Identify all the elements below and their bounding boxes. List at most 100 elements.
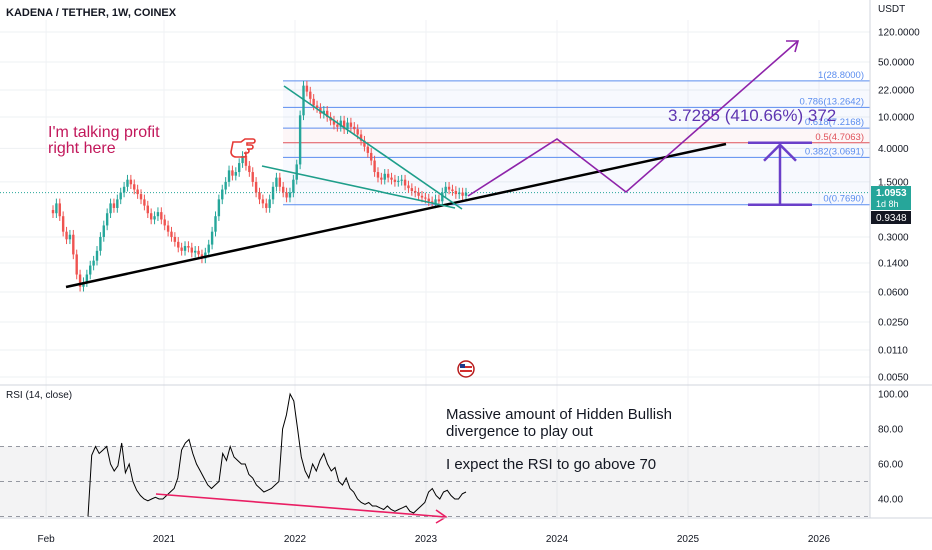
candle-body	[177, 241, 180, 248]
candle-body	[75, 254, 78, 275]
candle-body	[332, 120, 336, 125]
fib-zone	[283, 128, 870, 143]
rsi-tick-label: 40.00	[878, 495, 903, 506]
candle-body	[373, 160, 376, 173]
candle-body	[400, 179, 403, 181]
candle-body	[309, 91, 312, 99]
wedge-upper-line	[283, 85, 463, 210]
candle-body	[339, 120, 342, 127]
price-tick-label: 0.3000	[878, 232, 909, 243]
divergence-arrowhead	[435, 509, 448, 524]
drawings	[65, 40, 812, 289]
time-tick-label: 2025	[677, 534, 700, 545]
candle-body	[58, 203, 61, 217]
candle-body	[383, 173, 386, 180]
candle-body	[414, 190, 417, 193]
candle-body	[451, 189, 454, 191]
candle-body	[126, 179, 129, 187]
candle-body	[258, 192, 261, 200]
candle-body	[133, 184, 136, 190]
candle-body	[441, 192, 444, 202]
rsi-note-line3: I expect the RSI to go above 70	[446, 456, 656, 473]
candle-body	[207, 244, 210, 253]
candle-body	[390, 177, 393, 180]
candle-body	[346, 122, 349, 130]
candle-body	[376, 172, 380, 178]
time-tick-label: 2023	[415, 534, 438, 545]
rsi-note-line2: divergence to play out	[446, 423, 594, 440]
last-price-tag	[871, 186, 911, 210]
candle-body	[454, 190, 458, 195]
low-price-tag	[871, 211, 911, 224]
candle-body	[359, 134, 363, 141]
grid	[0, 20, 870, 518]
candle-body	[105, 213, 109, 226]
candle-body	[116, 199, 119, 208]
low-price: 0.9348	[876, 213, 907, 224]
candle-body	[231, 170, 234, 176]
candle-body	[237, 163, 241, 173]
candle-body	[278, 177, 282, 187]
candle-body	[427, 198, 430, 202]
candle-body	[210, 231, 214, 245]
candle-body	[187, 246, 190, 248]
candle-body	[370, 152, 373, 161]
wedge-lower-line	[261, 165, 456, 209]
time-tick-label: 2022	[284, 534, 307, 545]
candle-body	[102, 225, 105, 237]
price-tick-label: 0.0600	[878, 288, 909, 299]
price-tick-label: 0.1400	[878, 259, 909, 270]
fib-zone	[283, 80, 870, 108]
candle-body	[217, 199, 221, 217]
candle-body	[129, 179, 133, 185]
fib-level-label: 0.618(7.2168)	[805, 117, 864, 128]
candle-body	[109, 203, 112, 214]
candle-body	[55, 203, 58, 214]
candle-body	[241, 155, 244, 164]
candle-body	[397, 180, 400, 182]
fib-level-label: 0.786(13.2642)	[800, 96, 864, 107]
candle-body	[227, 170, 231, 182]
fib-zone	[283, 107, 870, 129]
candle-body	[326, 110, 329, 117]
price-tick-label: 0.0110	[878, 346, 908, 357]
price-tick-label: 50.0000	[878, 57, 915, 68]
candle-body	[170, 231, 173, 237]
candle-body	[68, 234, 72, 240]
candle-body	[271, 186, 275, 200]
fib-zone	[283, 157, 870, 205]
candle-body	[305, 85, 309, 92]
fib-level-label: 0.5(4.7063)	[815, 132, 864, 143]
candle-body	[410, 188, 414, 191]
rsi-panel	[0, 392, 870, 524]
candle-body	[143, 199, 146, 206]
candle-body	[444, 186, 447, 193]
candle-body	[298, 115, 302, 165]
candle-body	[163, 219, 166, 226]
candle-body	[204, 252, 207, 259]
candle-body	[285, 192, 288, 198]
divergence-line	[155, 493, 447, 518]
target-arrowhead	[763, 143, 797, 162]
candle-body	[461, 192, 464, 196]
candle-body	[366, 146, 370, 153]
candle-body	[275, 177, 278, 187]
projection-arrowhead	[786, 40, 800, 53]
candle-body	[458, 192, 461, 195]
candle-body	[312, 98, 315, 106]
candle-body	[281, 186, 285, 193]
fib-retracement: 1(28.8000) 0.786(13.2642) 0.618(7.2168) 0.5…	[283, 70, 870, 206]
candle-body	[254, 181, 258, 193]
rsi-tick-label: 80.00	[878, 425, 903, 436]
candle-body	[85, 274, 89, 283]
candle-body	[251, 172, 254, 182]
price-tick-label: 4.0000	[878, 144, 909, 155]
candle-body	[136, 189, 139, 195]
candle-body	[336, 124, 339, 127]
candle-body	[78, 274, 82, 287]
projection-path	[467, 40, 799, 197]
pointing-hand-icon	[230, 138, 256, 158]
candle-body	[173, 236, 177, 242]
fib-level-label: 1(28.8000)	[818, 70, 864, 81]
candle-body	[146, 205, 149, 214]
